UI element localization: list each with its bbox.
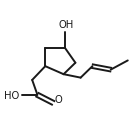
- Text: O: O: [54, 94, 62, 104]
- Text: HO: HO: [4, 90, 19, 100]
- Text: OH: OH: [59, 20, 74, 30]
